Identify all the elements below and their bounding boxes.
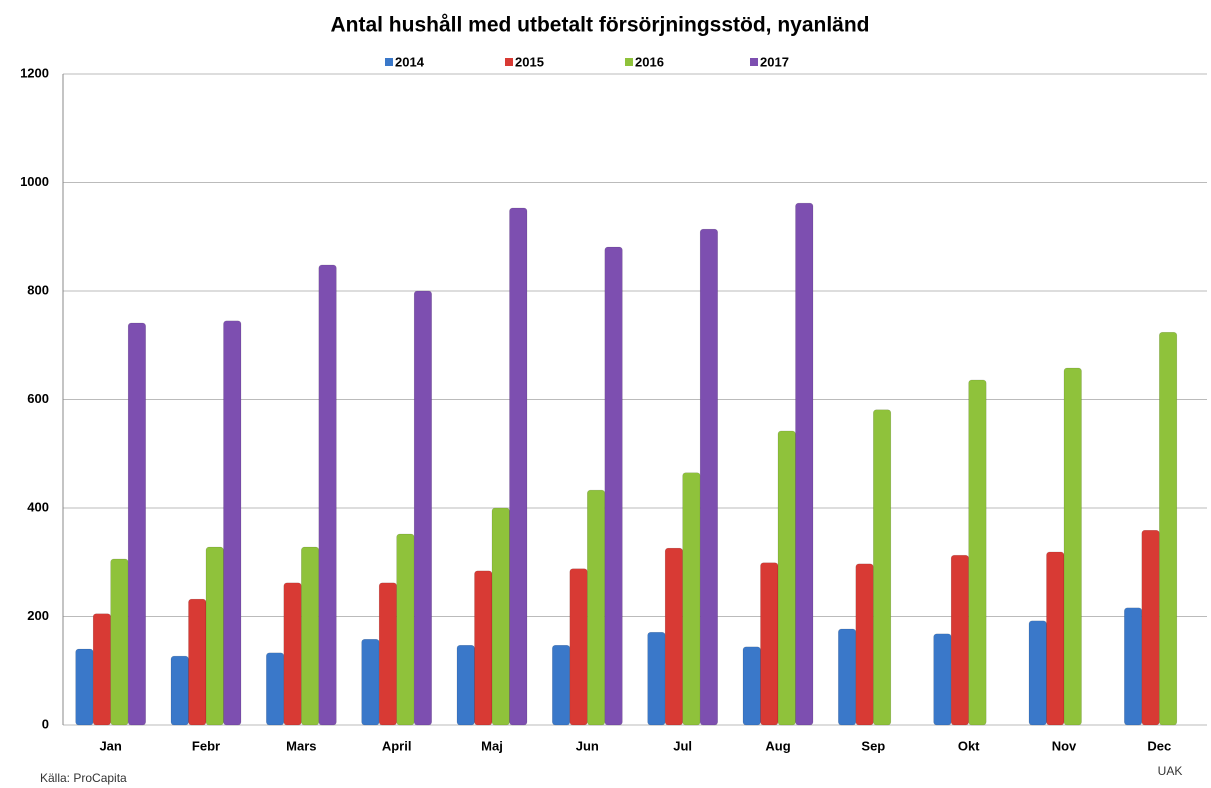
x-tick-label: Sep — [861, 738, 885, 753]
bar — [266, 652, 285, 726]
legend-label: 2016 — [635, 54, 664, 69]
bar — [474, 570, 493, 726]
note: UAK — [1158, 764, 1183, 778]
y-tick-label: 800 — [27, 282, 49, 297]
bar — [777, 430, 796, 726]
bar — [127, 322, 146, 726]
x-tick-label: Maj — [481, 738, 503, 753]
bar — [569, 568, 588, 726]
legend-label: 2015 — [515, 54, 544, 69]
bar — [1046, 551, 1065, 726]
bar — [795, 202, 814, 726]
x-tick-label: Jul — [673, 738, 692, 753]
x-tick-label: Okt — [958, 738, 980, 753]
bar — [604, 246, 623, 726]
bar — [682, 472, 701, 726]
source: Källa: ProCapita — [40, 771, 127, 785]
bar — [1124, 607, 1143, 726]
x-tick-label: Aug — [765, 738, 790, 753]
x-tick-label: Jan — [99, 738, 121, 753]
bar — [396, 533, 415, 726]
bar — [1063, 367, 1082, 726]
bar — [110, 558, 129, 726]
bar — [760, 562, 779, 726]
bar — [188, 598, 207, 726]
y-tick-label: 1000 — [20, 174, 49, 189]
legend-swatch — [505, 58, 513, 66]
bar — [361, 639, 380, 726]
bar — [491, 507, 510, 726]
bar — [75, 648, 94, 726]
y-tick-label: 0 — [42, 716, 49, 731]
bar — [699, 228, 718, 726]
x-tick-label: Febr — [192, 738, 220, 753]
bar — [587, 489, 606, 726]
x-tick-label: April — [382, 738, 412, 753]
bar — [933, 633, 952, 726]
y-tick-label: 400 — [27, 499, 49, 514]
bar — [855, 563, 874, 726]
bar — [1028, 620, 1047, 726]
bar — [1141, 529, 1160, 726]
bar — [92, 613, 111, 726]
y-tick-label: 1200 — [20, 65, 49, 80]
legend-label: 2014 — [395, 54, 425, 69]
bar — [873, 409, 892, 726]
legend-label: 2017 — [760, 54, 789, 69]
bar — [170, 655, 189, 726]
chart-title: Antal hushåll med utbetalt försörjningss… — [330, 14, 869, 37]
legend-swatch — [385, 58, 393, 66]
bar — [301, 546, 320, 726]
x-tick-label: Nov — [1052, 738, 1077, 753]
bar — [378, 582, 397, 726]
y-tick-label: 600 — [27, 391, 49, 406]
bar — [205, 546, 224, 726]
bar — [283, 582, 302, 726]
bar — [647, 631, 666, 726]
bar — [552, 645, 571, 726]
bar — [509, 207, 528, 726]
bar — [950, 554, 969, 726]
bar — [318, 264, 337, 726]
x-tick-label: Mars — [286, 738, 316, 753]
x-tick-label: Dec — [1147, 738, 1171, 753]
bar — [456, 645, 475, 726]
legend-swatch — [625, 58, 633, 66]
bar — [838, 628, 857, 726]
bar — [664, 547, 683, 726]
x-tick-label: Jun — [576, 738, 599, 753]
bar — [1159, 331, 1178, 726]
bar — [223, 320, 242, 726]
bar — [968, 379, 987, 726]
bar — [413, 290, 432, 726]
bar — [742, 646, 761, 726]
legend-swatch — [750, 58, 758, 66]
y-tick-label: 200 — [27, 608, 49, 623]
